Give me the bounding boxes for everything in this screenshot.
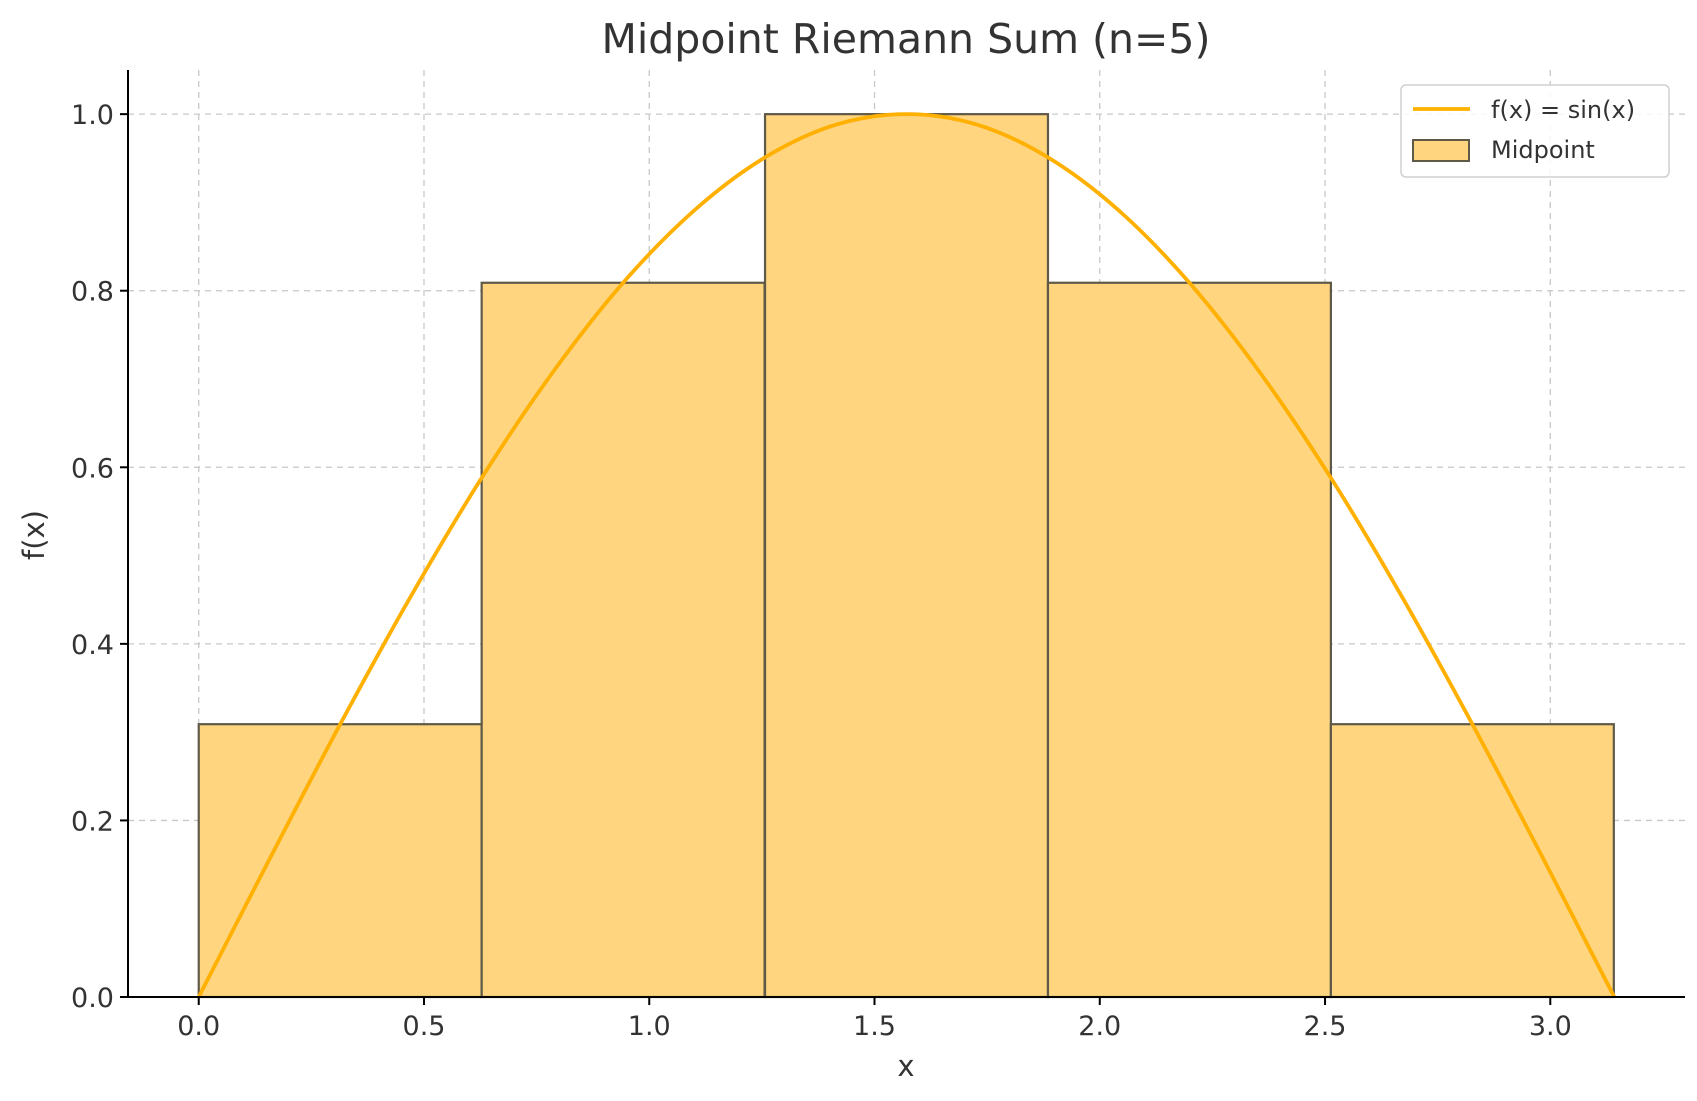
legend-bar-swatch	[1412, 139, 1470, 162]
legend-label-bars: Midpoint	[1491, 136, 1595, 164]
y-tick-label: 0.4	[71, 630, 114, 661]
y-tick-label: 0.6	[71, 453, 114, 484]
x-tick-label: 1.5	[853, 1011, 896, 1042]
x-tick-label: 0.0	[177, 1011, 220, 1042]
sin-curve	[197, 112, 1616, 998]
x-tick-label: 1.0	[628, 1011, 671, 1042]
midpoint-bar	[1046, 281, 1332, 999]
axes-spines	[127, 70, 1685, 998]
y-tick-label: 0.2	[71, 806, 114, 837]
bars	[197, 113, 1615, 999]
y-tick-label: 0.0	[71, 983, 114, 1014]
x-tick-label: 0.5	[403, 1011, 446, 1042]
y-axis-label: f(x)	[17, 510, 51, 560]
curve-layer	[197, 112, 1616, 998]
x-tick-label: 2.5	[1304, 1011, 1347, 1042]
midpoint-bar	[1329, 723, 1615, 999]
y-tick-label: 1.0	[71, 100, 114, 131]
x-ticks: 0.0 0.5 1.0 1.5 2.0 2.5 3.0	[177, 997, 1572, 1042]
chart-title: Midpoint Riemann Sum (n=5)	[602, 15, 1211, 63]
midpoint-bar	[763, 113, 1050, 999]
y-ticks: 0.0 0.2 0.4 0.6 0.8 1.0	[71, 100, 128, 1014]
midpoint-bar	[480, 281, 766, 999]
y-tick-label: 0.8	[71, 277, 114, 308]
midpoint-bar	[197, 723, 483, 999]
x-axis-label: x	[897, 1049, 914, 1083]
x-tick-label: 3.0	[1529, 1011, 1572, 1042]
legend: f(x) = sin(x) Midpoint	[1400, 84, 1670, 178]
legend-label-curve: f(x) = sin(x)	[1491, 96, 1635, 124]
x-tick-label: 2.0	[1078, 1011, 1121, 1042]
